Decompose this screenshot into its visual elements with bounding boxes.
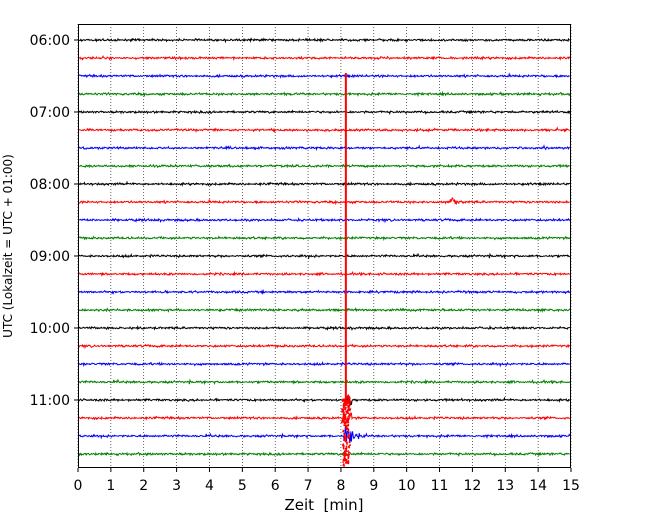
y-tick-label: 07:00 <box>30 105 70 121</box>
seismic-traces <box>78 37 571 467</box>
seismic-trace <box>78 109 571 116</box>
seismic-trace <box>78 72 571 79</box>
y-axis-label: UTC (Lokalzeit = UTC + 01:00) <box>1 154 15 338</box>
seismic-trace <box>78 126 570 134</box>
seismic-trace <box>78 343 571 350</box>
y-tick-label: 08:00 <box>30 177 70 193</box>
seismic-trace <box>78 163 571 169</box>
seismic-trace <box>78 361 570 368</box>
seismic-trace <box>78 288 571 296</box>
seismic-trace <box>78 90 571 98</box>
x-tick-label: 15 <box>562 478 580 494</box>
y-axis-ticks: 06:00 07:00 08:00 09:00 10:00 11:00 <box>30 33 78 409</box>
seismic-trace <box>78 55 571 62</box>
x-tick-label: 6 <box>271 478 280 494</box>
x-axis-ticks: 0 1 2 3 4 5 6 7 8 9 10 11 12 13 14 15 <box>74 468 580 494</box>
seismic-trace <box>78 394 571 406</box>
seismic-trace <box>78 180 571 187</box>
seismic-trace <box>78 324 571 331</box>
x-tick-label: 11 <box>431 478 449 494</box>
x-tick-label: 1 <box>106 478 115 494</box>
seismic-trace <box>78 424 571 443</box>
seismic-trace <box>78 307 571 314</box>
x-tick-label: 9 <box>369 478 378 494</box>
x-tick-label: 2 <box>139 478 148 494</box>
x-tick-label: 10 <box>398 478 416 494</box>
x-axis-label: Zeit [min] <box>284 496 363 514</box>
seismic-trace <box>78 252 570 260</box>
seismic-trace <box>78 235 571 242</box>
plot-frame <box>78 24 571 468</box>
x-tick-label: 14 <box>529 478 547 494</box>
seismic-trace <box>78 216 571 224</box>
x-tick-label: 13 <box>496 478 514 494</box>
x-tick-label: 5 <box>238 478 247 494</box>
seismic-trace <box>78 378 571 386</box>
seismic-trace <box>78 412 571 423</box>
earthquake-burst <box>340 394 352 467</box>
seismic-trace <box>78 37 571 44</box>
x-tick-label: 4 <box>205 478 214 494</box>
seismic-trace <box>78 270 571 277</box>
x-tick-label: 3 <box>172 478 181 494</box>
y-tick-label: 09:00 <box>30 249 70 265</box>
seismic-trace <box>78 196 571 206</box>
x-tick-label: 0 <box>74 478 83 494</box>
seismic-trace <box>78 144 570 152</box>
x-tick-label: 7 <box>304 478 313 494</box>
x-tick-label: 8 <box>336 478 345 494</box>
y-tick-label: 11:00 <box>30 393 70 409</box>
y-tick-label: 06:00 <box>30 33 70 49</box>
seismic-trace <box>78 451 570 458</box>
y-tick-label: 10:00 <box>30 321 70 337</box>
x-tick-label: 12 <box>463 478 481 494</box>
